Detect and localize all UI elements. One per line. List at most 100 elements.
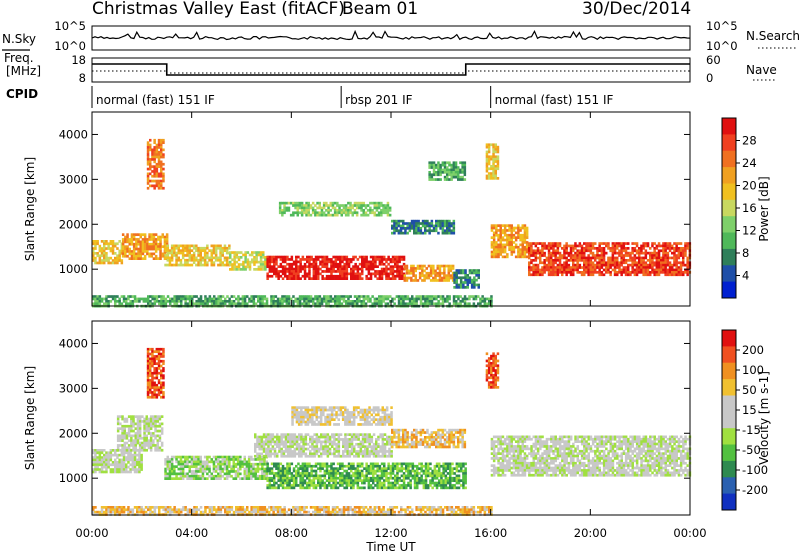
echo-cell	[131, 463, 135, 467]
echo-cell	[506, 224, 509, 227]
echo-cell	[164, 263, 167, 267]
echo-cell	[349, 295, 352, 298]
echo-cell	[98, 295, 102, 298]
echo-cell	[443, 166, 447, 169]
echo-cell	[146, 177, 150, 180]
echo-cell	[496, 162, 500, 166]
echo-cell	[574, 247, 577, 250]
echo-cell	[369, 260, 373, 264]
echo-cell	[496, 148, 500, 151]
echo-cell	[528, 244, 531, 248]
echo-cell	[443, 224, 447, 228]
echo-cell	[554, 271, 557, 274]
echo-cell	[633, 249, 637, 253]
echo-cell	[219, 261, 222, 264]
echo-cell	[598, 242, 601, 245]
echo-cell	[455, 274, 458, 277]
echo-cell	[677, 271, 681, 274]
echo-cell	[210, 254, 213, 257]
echo-cell	[426, 219, 429, 223]
echo-cell	[140, 458, 143, 462]
echo-cell	[485, 143, 489, 147]
echo-cell	[432, 276, 435, 280]
echo-cell	[325, 467, 329, 470]
echo-cell	[492, 245, 496, 249]
echo-cell	[151, 383, 154, 387]
echo-cell	[281, 270, 285, 273]
echo-cell	[550, 261, 553, 265]
echo-cell	[225, 462, 229, 466]
echo-cell	[684, 254, 687, 257]
echo-cell	[447, 264, 450, 268]
echo-cell	[374, 272, 377, 276]
echo-cell	[278, 209, 282, 212]
echo-cell	[352, 481, 355, 485]
echo-cell	[375, 213, 379, 217]
echo-cell	[360, 206, 363, 210]
echo-cell	[308, 462, 311, 466]
echo-cell	[137, 257, 140, 260]
echo-cell	[204, 300, 207, 303]
echo-cell	[572, 268, 575, 272]
echo-cell	[100, 252, 104, 255]
echo-cell	[394, 274, 397, 278]
echo-cell	[580, 249, 584, 253]
echo-cell	[136, 297, 139, 301]
echo-cell	[166, 300, 170, 303]
echo-cell	[162, 376, 165, 380]
echo-cell	[543, 259, 546, 262]
echo-cell	[155, 376, 159, 380]
echo-cell	[157, 158, 161, 161]
echo-cell	[164, 256, 167, 260]
echo-cell	[160, 302, 163, 306]
echo-cell	[339, 467, 342, 470]
echo-cell	[298, 297, 302, 301]
echo-cell	[307, 300, 311, 303]
echo-cell	[552, 249, 555, 253]
echo-cell	[417, 222, 420, 225]
echo-cell	[173, 297, 176, 301]
echo-cell	[380, 297, 383, 301]
echo-cell	[618, 244, 621, 248]
echo-cell	[444, 297, 447, 301]
echo-cell	[671, 244, 674, 248]
echo-cell	[472, 297, 476, 301]
echo-cell	[387, 258, 390, 261]
echo-cell	[378, 260, 382, 264]
echo-cell	[312, 484, 316, 487]
echo-cell	[404, 302, 407, 306]
echo-cell	[107, 256, 110, 260]
echo-cell	[195, 465, 198, 468]
echo-cell	[158, 302, 161, 306]
echo-cell	[642, 271, 645, 274]
echo-cell	[223, 244, 227, 248]
echo-cell	[341, 472, 344, 475]
echo-cell	[463, 166, 467, 169]
echo-cell	[149, 388, 152, 392]
echo-cell	[103, 249, 106, 253]
echo-cell	[400, 302, 403, 306]
echo-cell	[428, 227, 431, 230]
echo-cell	[259, 256, 263, 259]
echo-cell	[574, 268, 577, 272]
echo-cell	[153, 350, 156, 353]
echo-cell	[184, 261, 187, 264]
echo-cell	[358, 204, 361, 207]
echo-cell	[250, 458, 253, 461]
echo-cell	[306, 484, 309, 487]
echo-cell	[534, 249, 538, 253]
echo-cell	[567, 268, 571, 272]
echo-cell	[150, 252, 153, 256]
echo-cell	[393, 297, 396, 301]
echo-cell	[120, 465, 124, 469]
echo-cell	[314, 272, 318, 276]
echo-cell	[355, 206, 359, 210]
echo-cell	[223, 263, 227, 267]
echo-cell	[443, 229, 447, 233]
echo-cell	[622, 259, 626, 262]
echo-cell	[168, 465, 172, 468]
echo-cell	[274, 295, 278, 298]
echo-cell	[145, 420, 148, 423]
echo-cell	[284, 481, 287, 485]
echo-cell	[123, 424, 126, 428]
